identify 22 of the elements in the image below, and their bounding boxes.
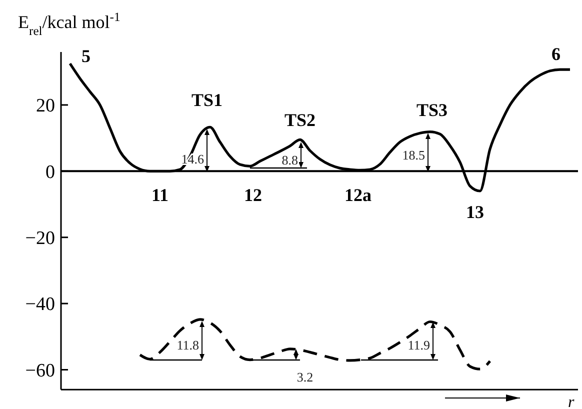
- annotation: 6: [552, 44, 560, 64]
- annotation: 11.8: [176, 338, 199, 353]
- annotation: TS2: [284, 110, 316, 130]
- x-axis-title: r: [568, 394, 575, 409]
- annotation: 3.2: [296, 370, 314, 385]
- y-tick-label: 20: [36, 96, 55, 117]
- annotation: 18.5: [402, 148, 425, 163]
- annotation: 11.9: [408, 338, 430, 353]
- y-tick-label: −60: [25, 360, 55, 382]
- y-tick-label: −40: [25, 294, 55, 316]
- annotation: TS1: [191, 90, 223, 110]
- annotation: 8.8: [282, 152, 298, 168]
- annotation: 11: [151, 185, 169, 205]
- annotation: 13: [466, 202, 484, 222]
- annotation: 5: [82, 46, 90, 66]
- y-tick-label: 0: [46, 162, 55, 183]
- annotation: 12a: [344, 185, 372, 205]
- y-tick-label: −20: [25, 228, 55, 249]
- annotation: 12: [244, 185, 262, 205]
- line-series: [138, 318, 492, 370]
- annotation: TS3: [416, 100, 448, 120]
- y-axis-title: E$_{rel}$/kcal mol$^{-1}$: [18, 10, 120, 38]
